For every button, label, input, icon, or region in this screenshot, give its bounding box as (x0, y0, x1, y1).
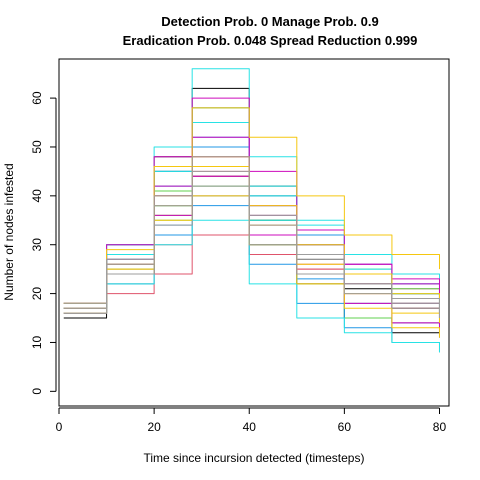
x-tick-label: 60 (338, 420, 352, 434)
x-tick-label: 0 (56, 420, 63, 434)
plot-frame (58, 58, 450, 407)
series-line-13 (63, 185, 440, 309)
chart-title-line-1: Detection Prob. 0 Manage Prob. 0.9 (161, 14, 378, 29)
series-line-19 (63, 107, 440, 314)
chart-title-line-2: Eradication Prob. 0.048 Spread Reduction… (123, 33, 418, 48)
x-axis: 0 20 40 60 80 (56, 407, 447, 434)
series-line-23 (63, 97, 440, 304)
series-line-8 (63, 170, 440, 314)
y-tick-label: 0 (30, 388, 44, 395)
series-line-6 (63, 156, 440, 304)
x-tick-label: 20 (147, 420, 161, 434)
series-line-30 (63, 195, 440, 338)
series-line-2 (63, 87, 440, 314)
series-line-33 (63, 185, 440, 319)
x-axis-label: Time since incursion detected (timesteps… (144, 451, 365, 465)
series-line-24 (63, 136, 440, 319)
series-line-31 (63, 170, 440, 309)
series-line-3 (63, 146, 440, 319)
series-line-4 (63, 175, 440, 338)
y-tick-label: 20 (30, 287, 44, 301)
y-tick-label: 30 (30, 238, 44, 252)
y-tick-label: 40 (30, 189, 44, 203)
y-axis-label: Number of nodes infested (2, 163, 16, 300)
x-tick-label: 40 (243, 420, 257, 434)
y-tick-label: 60 (30, 91, 44, 105)
series-layer (63, 68, 440, 353)
series-line-10 (63, 166, 440, 314)
series-line-22 (63, 166, 440, 309)
x-tick-label: 80 (433, 420, 447, 434)
series-line-21 (63, 219, 440, 353)
series-line-29 (63, 156, 440, 304)
series-line-25 (63, 156, 440, 304)
y-tick-label: 10 (30, 335, 44, 349)
series-line-27 (63, 107, 440, 304)
series-line-15 (63, 205, 440, 353)
y-tick-label: 50 (30, 140, 44, 154)
series-line-1 (63, 107, 440, 328)
y-axis: 0 10 20 30 40 50 60 (30, 91, 57, 395)
series-line-20 (63, 122, 440, 304)
